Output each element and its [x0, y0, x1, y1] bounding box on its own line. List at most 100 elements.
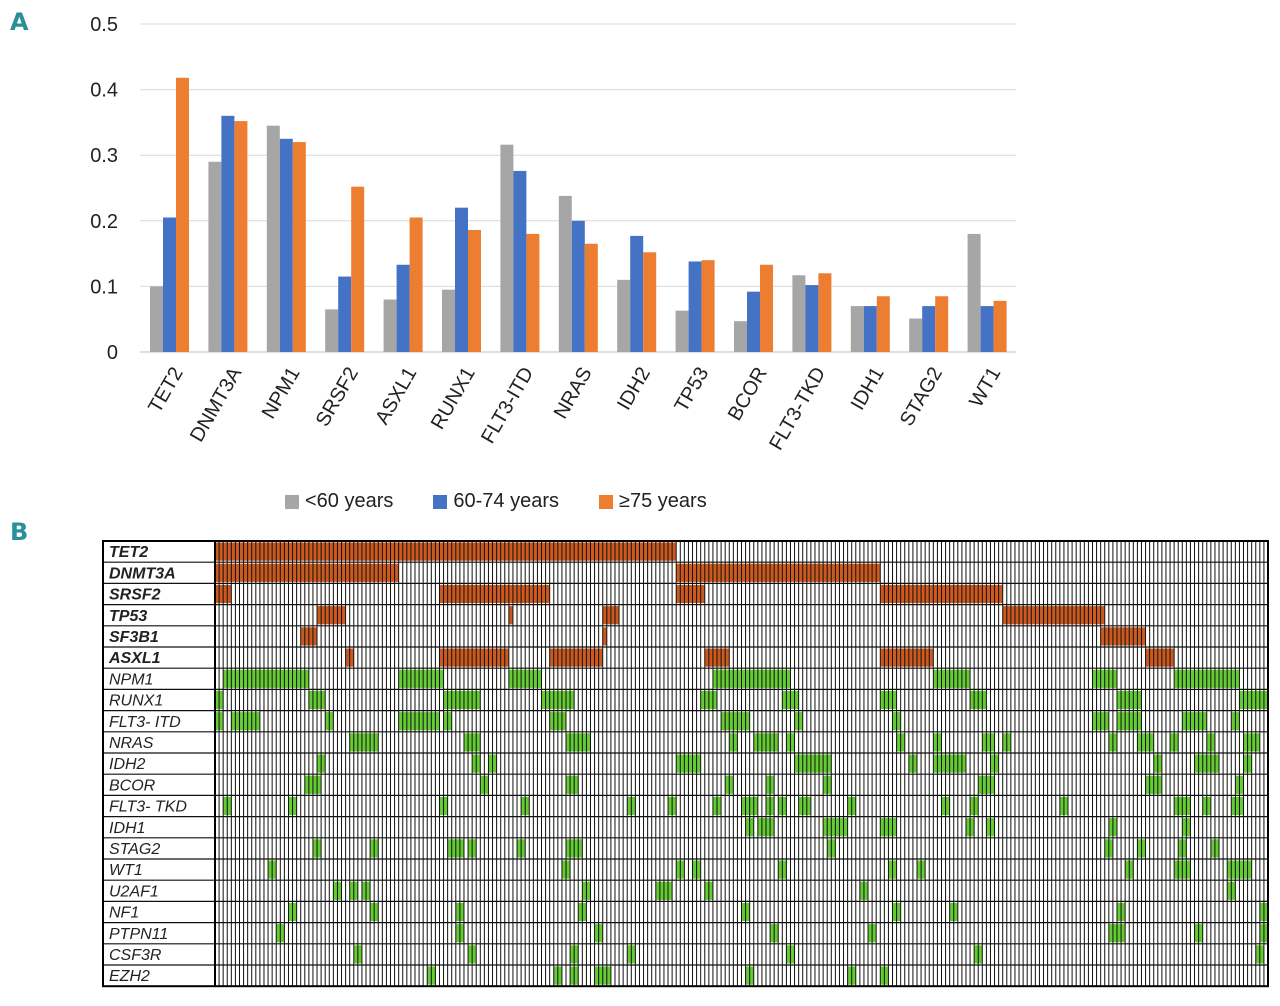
gene-label: STAG2	[109, 841, 160, 858]
bar	[584, 243, 598, 352]
mutation-cell	[1239, 690, 1268, 710]
gene-label: CSF3R	[109, 947, 162, 964]
bar	[455, 207, 468, 352]
gene-label: IDH1	[109, 820, 145, 837]
bar	[630, 235, 644, 352]
bar	[558, 195, 572, 352]
panel-b-label: B	[10, 518, 29, 546]
mutation-cell	[398, 669, 444, 688]
legend-item-lt60: <60 years	[285, 490, 393, 513]
bar	[292, 142, 306, 352]
gene-label: TP53	[109, 608, 147, 625]
legend-swatch-6074	[433, 494, 448, 509]
mutation-cell	[349, 733, 379, 752]
bar	[526, 233, 540, 352]
legend-label-ge75: ≥75 years	[619, 490, 707, 512]
mutation-cell	[231, 712, 260, 731]
mutation-cell	[794, 754, 832, 773]
mutation-cell	[566, 775, 579, 794]
gene-label: WT1	[109, 862, 143, 879]
bar	[935, 296, 949, 352]
mutation-cell	[602, 627, 607, 646]
mutation-cell	[933, 669, 971, 688]
mutation-cell	[712, 669, 791, 688]
legend-label-6074: 60-74 years	[453, 490, 560, 512]
y-tick-label: 0.1	[90, 276, 118, 298]
mutation-cell	[549, 648, 603, 667]
bar	[863, 306, 877, 352]
bar	[701, 260, 715, 352]
gene-label: SF3B1	[109, 629, 159, 646]
legend-item-6074: 60-74 years	[433, 490, 559, 513]
bar	[383, 299, 397, 352]
bar	[150, 286, 163, 352]
bar	[675, 310, 689, 352]
bar	[208, 161, 222, 352]
bar	[176, 77, 189, 353]
bar	[351, 186, 365, 352]
bar	[688, 261, 702, 352]
legend-swatch-lt60	[285, 494, 299, 509]
panel-a-label: A	[10, 8, 29, 36]
bar	[818, 273, 832, 352]
mutation-cell	[443, 690, 481, 710]
bar	[922, 306, 936, 352]
bar	[967, 233, 981, 352]
bar	[513, 170, 527, 352]
y-tick-label: 0	[107, 342, 118, 364]
gene-label: EZH2	[109, 968, 150, 985]
mutation-cell	[223, 669, 309, 688]
legend-swatch-ge75	[599, 494, 614, 509]
y-tick-label: 0.3	[90, 145, 118, 167]
gene-label: TET2	[109, 544, 148, 561]
mutation-cell	[1231, 796, 1244, 816]
legend-item-ge75: ≥75 years	[599, 490, 707, 513]
gene-label: BCOR	[109, 777, 156, 794]
y-tick-label: 0.4	[90, 80, 118, 102]
gene-label: PTPN11	[109, 926, 168, 943]
bar	[571, 220, 585, 352]
bar	[279, 138, 293, 352]
gene-label: NPM1	[109, 671, 153, 688]
bar	[734, 321, 747, 352]
gene-label: NRAS	[109, 735, 154, 752]
mutation-cell	[439, 648, 509, 667]
gene-label: DNMT3A	[109, 565, 176, 582]
mutation-cell	[676, 584, 705, 604]
mutation-cell	[1145, 648, 1175, 667]
bar	[266, 125, 280, 353]
mutation-cell	[1100, 627, 1146, 646]
bar	[221, 115, 235, 352]
bar	[980, 306, 994, 352]
bar	[993, 300, 1007, 352]
mutation-cell	[721, 712, 750, 731]
gene-label: IDH2	[109, 756, 146, 773]
bar	[409, 217, 423, 352]
gene-label: U2AF1	[109, 883, 159, 900]
bar	[163, 217, 176, 352]
mutation-cell	[508, 606, 513, 625]
bar	[760, 264, 773, 352]
y-tick-label: 0.5	[90, 14, 118, 36]
bar	[617, 279, 631, 352]
bar	[442, 289, 455, 352]
mutation-cell	[215, 563, 399, 582]
bar	[338, 276, 352, 352]
gene-label: FLT3- TKD	[109, 799, 187, 816]
gene-label: FLT3- ITD	[109, 714, 181, 731]
mutation-cell	[439, 584, 550, 604]
bar	[876, 296, 890, 352]
chart-legend: <60 years 60-74 years ≥75 years	[285, 490, 707, 513]
bar	[805, 285, 819, 352]
y-tick-label: 0.2	[90, 211, 118, 233]
bar	[643, 252, 657, 352]
bar	[792, 275, 806, 352]
bar	[500, 144, 514, 352]
mutation-cell	[317, 606, 346, 625]
mutation-cell	[1002, 606, 1105, 625]
gene-label: SRSF2	[109, 587, 161, 604]
mutation-cell	[798, 796, 811, 816]
gene-label: RUNX1	[109, 693, 163, 710]
gene-label: ASXL1	[108, 650, 161, 667]
